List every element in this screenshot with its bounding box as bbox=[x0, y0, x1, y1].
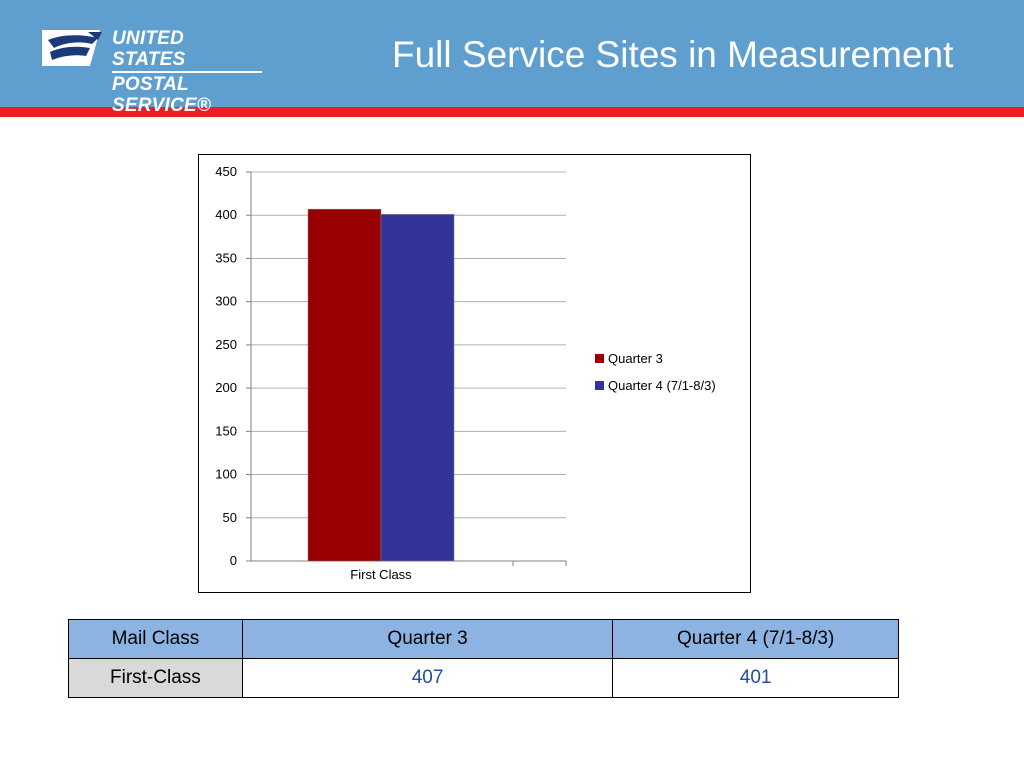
logo-text-line2: POSTAL SERVICE® bbox=[112, 74, 212, 116]
y-tick-label: 0 bbox=[230, 553, 237, 568]
table-header-row: Mail Class Quarter 3 Quarter 4 (7/1-8/3) bbox=[68, 619, 899, 659]
row-header: First-Class bbox=[68, 658, 243, 698]
header-banner bbox=[0, 0, 1024, 107]
data-table: Mail Class Quarter 3 Quarter 4 (7/1-8/3)… bbox=[68, 619, 899, 698]
eagle-logo-icon bbox=[42, 30, 102, 66]
bar-chart: 0 50 100 150 200 250 300 350 400 450 First Class Qu… bbox=[198, 154, 751, 593]
table-cell: 407 bbox=[241, 658, 614, 698]
y-tick-label: 250 bbox=[215, 337, 237, 352]
bar-2 bbox=[380, 214, 455, 562]
y-tick-label: 400 bbox=[215, 207, 237, 222]
bar-1 bbox=[307, 208, 382, 562]
x-tick-label: First Class bbox=[350, 567, 412, 582]
legend-label: Quarter 3 bbox=[608, 351, 663, 366]
header-accent-stripe bbox=[0, 107, 1024, 117]
chart-svg: 0 50 100 150 200 250 300 350 400 450 First Class Qu… bbox=[215, 164, 716, 582]
legend-swatch bbox=[595, 354, 604, 363]
column-header: Mail Class bbox=[68, 619, 243, 659]
y-tick-label: 100 bbox=[215, 467, 237, 482]
logo-text-line1: UNITED STATES bbox=[112, 28, 262, 73]
y-tick-label: 150 bbox=[215, 423, 237, 438]
column-header: Quarter 4 (7/1-8/3) bbox=[612, 619, 899, 659]
y-tick-label: 350 bbox=[215, 250, 237, 265]
y-tick-label: 300 bbox=[215, 294, 237, 309]
column-header: Quarter 3 bbox=[241, 619, 614, 659]
table-cell: 401 bbox=[612, 658, 899, 698]
y-tick-label: 200 bbox=[215, 380, 237, 395]
legend-swatch bbox=[595, 381, 604, 390]
usps-logo: UNITED STATES POSTAL SERVICE® bbox=[40, 26, 290, 116]
page-title: Full Service Sites in Measurement bbox=[392, 34, 954, 75]
y-tick-label: 50 bbox=[223, 510, 237, 525]
y-tick-label: 450 bbox=[215, 164, 237, 179]
table-row: First-Class 407 401 bbox=[68, 658, 899, 698]
legend-label: Quarter 4 (7/1-8/3) bbox=[608, 378, 716, 393]
